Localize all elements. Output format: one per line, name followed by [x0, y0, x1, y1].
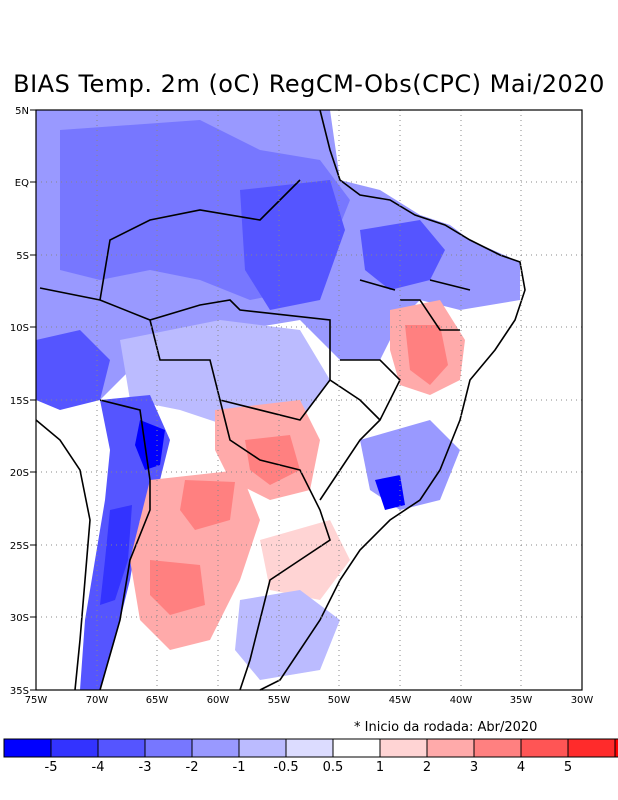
lon-labels: 75W 70W 65W 60W 55W 50W 45W 40W 35W 30W: [25, 695, 594, 706]
lon-label: 45W: [389, 695, 412, 706]
lon-label: 70W: [86, 695, 109, 706]
colorbar-cell: [473, 738, 522, 758]
colorbar-cell: [50, 738, 99, 758]
red-south-core2: [150, 560, 205, 615]
borders: [35, 109, 526, 691]
blue-andes-core2: [100, 505, 132, 605]
lon-label: 60W: [207, 695, 230, 706]
light-blue-central: [120, 320, 330, 430]
lon-label: 50W: [328, 695, 351, 706]
colorbar-cell: [97, 738, 146, 758]
map-title: BIAS Temp. 2m (oC) RegCM-Obs(CPC) Mai/20…: [13, 70, 605, 98]
colorbar-cell: [332, 738, 381, 758]
brazil-west-border: [39, 179, 331, 691]
lon-label: 65W: [146, 695, 169, 706]
lat-label: 20S: [10, 468, 29, 479]
lat-label: 5S: [16, 251, 29, 262]
lat-labels: 5N EQ 5S 10S 15S 20S 25S 30S 35S: [10, 106, 29, 697]
colorbar-cell: [379, 738, 428, 758]
colorbar-label: -4: [91, 760, 105, 775]
grid: [36, 110, 582, 690]
colorbar-label: 5: [563, 760, 573, 775]
blue-core-north-east: [360, 220, 445, 290]
lon-label: 30W: [571, 695, 594, 706]
colorbar-cell: [520, 738, 569, 758]
lat-label: 10S: [10, 323, 29, 334]
bias-field: [36, 110, 582, 690]
lat-label: 35S: [10, 686, 29, 697]
colorbar-cell: [614, 738, 618, 758]
blue-core-amazon: [240, 180, 345, 310]
colorbar-cell: [191, 738, 240, 758]
colorbar-label: -0.5: [273, 760, 299, 775]
colorbar-cell: [426, 738, 475, 758]
colorbar-label: 1: [375, 760, 385, 775]
states-border: [319, 279, 471, 501]
colorbar-label: 2: [422, 760, 432, 775]
lat-label: 25S: [10, 541, 29, 552]
lon-label: 55W: [268, 695, 291, 706]
red-south-core: [180, 480, 235, 530]
colorbar-cell: [238, 738, 287, 758]
colorbar-label: 4: [516, 760, 526, 775]
colorbar-label: 3: [469, 760, 479, 775]
colorbar-cell: [285, 738, 334, 758]
run-start-note: * Inicio da rodada: Abr/2020: [354, 720, 538, 735]
lon-label: 40W: [450, 695, 473, 706]
lat-label: EQ: [15, 178, 29, 189]
coastline: [35, 109, 526, 691]
blue-southeast-core: [375, 475, 405, 510]
colorbar-label: -3: [138, 760, 152, 775]
lat-label: 15S: [10, 396, 29, 407]
colorbar-label: -2: [185, 760, 199, 775]
colorbar-label: -5: [44, 760, 58, 775]
colorbar-cell: [567, 738, 616, 758]
pink-south-coast: [260, 520, 350, 600]
blue-core-west: [36, 330, 110, 410]
colorbar-label: 0.5: [322, 760, 344, 775]
lon-label: 35W: [510, 695, 533, 706]
colorbar: [3, 738, 618, 758]
ticks: [30, 109, 36, 691]
colorbar-cell: [3, 738, 52, 758]
lon-label: 75W: [25, 695, 48, 706]
colorbar-label: -1: [232, 760, 246, 775]
argentina-border: [99, 399, 151, 691]
red-northeast-core: [405, 325, 448, 385]
lat-label: 30S: [10, 613, 29, 624]
lat-label: 5N: [15, 106, 29, 117]
colorbar-cell: [144, 738, 193, 758]
